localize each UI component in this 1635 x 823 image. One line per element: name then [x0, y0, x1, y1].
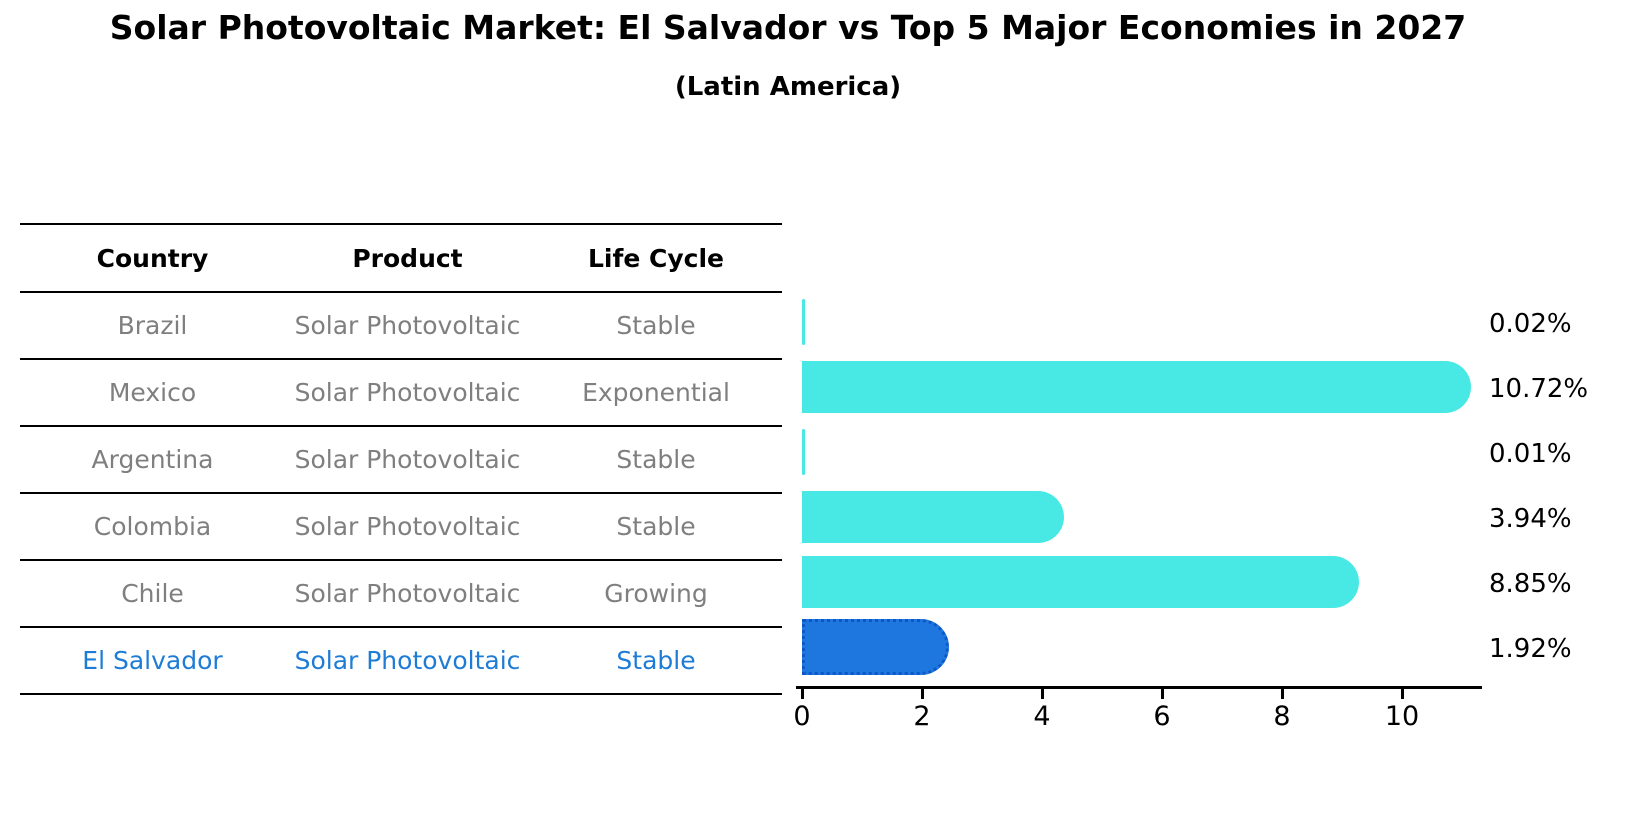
page-title: Solar Photovoltaic Market: El Salvador v…	[109, 8, 1467, 47]
bar-brazil	[802, 298, 805, 345]
table-row: Chile Solar Photovoltaic Growing	[20, 561, 782, 628]
column-header-product: Product	[352, 243, 463, 273]
table-row: Brazil Solar Photovoltaic Stable	[20, 293, 782, 360]
country-table: Country Product Life Cycle Brazil Solar P…	[20, 223, 782, 695]
x-axis-line	[796, 686, 1482, 689]
table-row: Mexico Solar Photovoltaic Exponential	[20, 360, 782, 427]
bar-value-label: 3.94%	[1489, 503, 1572, 534]
country-cell: Mexico	[108, 378, 197, 407]
bar-value-label: 8.85%	[1489, 568, 1572, 599]
bar-value-label: 10.72%	[1489, 373, 1589, 404]
column-header-life-cycle: Life Cycle	[587, 243, 725, 273]
product-cell: Solar Photovoltaic	[294, 445, 521, 474]
life-cycle-cell: Stable	[616, 311, 696, 340]
product-cell: Solar Photovoltaic	[294, 512, 521, 541]
table-row: Colombia Solar Photovoltaic Stable	[20, 494, 782, 561]
product-cell: Solar Photovoltaic	[294, 579, 521, 608]
table-header-row: Country Product Life Cycle	[20, 223, 782, 293]
country-cell: El Salvador	[82, 646, 223, 675]
life-cycle-cell: Exponential	[582, 378, 730, 407]
product-cell: Solar Photovoltaic	[294, 646, 521, 675]
x-axis-tick-label: 2	[913, 701, 931, 732]
x-axis-tick	[1160, 686, 1164, 699]
bar-value-label: 0.01%	[1489, 438, 1572, 469]
life-cycle-cell: Growing	[604, 579, 708, 608]
bar-value-label: 1.92%	[1489, 633, 1572, 664]
table-body: Brazil Solar Photovoltaic Stable Mexico Sola…	[20, 293, 782, 695]
bar-mexico	[802, 360, 1472, 413]
product-cell: Solar Photovoltaic	[294, 311, 521, 340]
column-header-country: Country	[96, 243, 209, 273]
bar-value-label: 0.02%	[1489, 308, 1572, 339]
x-axis-tick	[800, 686, 804, 699]
x-axis-tick	[920, 686, 924, 699]
x-axis-tick-label: 10	[1384, 701, 1420, 732]
life-cycle-cell: Stable	[616, 512, 696, 541]
bar-chile	[802, 555, 1359, 608]
x-axis-tick	[1400, 686, 1404, 699]
bar-el-salvador	[802, 618, 950, 675]
x-axis-tick-label: 0	[793, 701, 811, 732]
table-row: Argentina Solar Photovoltaic Stable	[20, 427, 782, 494]
country-cell: Colombia	[93, 512, 212, 541]
page-subtitle: (Latin America)	[674, 72, 902, 102]
bar-colombia	[802, 490, 1065, 543]
product-cell: Solar Photovoltaic	[294, 378, 521, 407]
life-cycle-cell: Stable	[616, 646, 696, 675]
table-row: El Salvador Solar Photovoltaic Stable	[20, 628, 782, 695]
country-cell: Brazil	[117, 311, 188, 340]
x-axis-tick-label: 6	[1153, 701, 1171, 732]
x-axis-tick	[1040, 686, 1044, 699]
country-cell: Argentina	[91, 445, 214, 474]
x-axis-tick-label: 8	[1273, 701, 1291, 732]
bar-argentina	[802, 428, 805, 475]
life-cycle-cell: Stable	[616, 445, 696, 474]
country-cell: Chile	[121, 579, 184, 608]
x-axis-tick-label: 4	[1033, 701, 1051, 732]
x-axis-tick	[1280, 686, 1284, 699]
